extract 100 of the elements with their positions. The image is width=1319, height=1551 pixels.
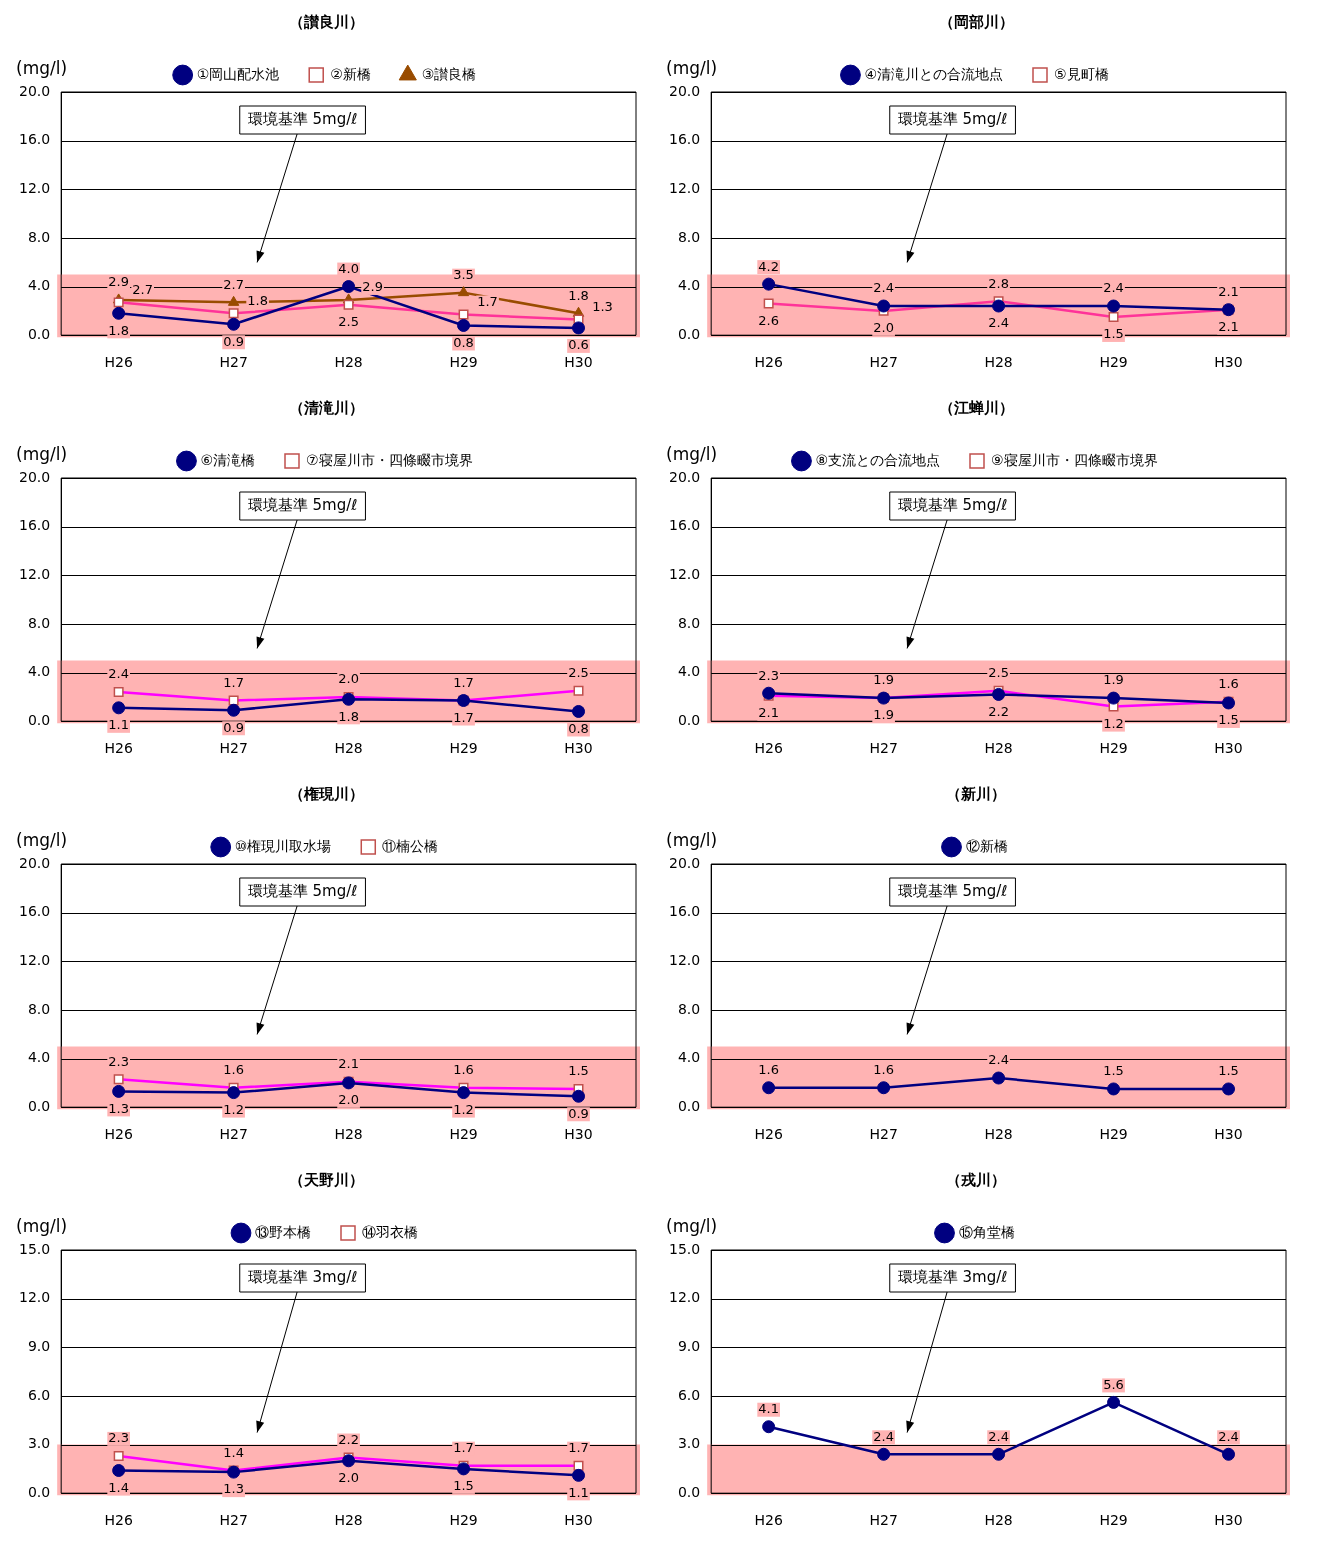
legend-label: ⑫新橋 — [965, 837, 1008, 854]
data-label: 2.9 — [108, 274, 129, 290]
data-label: 2.4 — [988, 1428, 1009, 1444]
x-tick-label: H28 — [984, 1126, 1013, 1143]
x-tick-label: H30 — [1214, 1512, 1243, 1529]
chart-title: （新川） — [946, 784, 1006, 803]
y-tick-label: 16.0 — [19, 903, 51, 920]
legend-label: ⑮角堂橋 — [958, 1223, 1015, 1240]
y-tick-label: 4.0 — [27, 1049, 51, 1066]
x-tick-label: H26 — [754, 740, 783, 757]
data-label: 2.0 — [873, 320, 894, 336]
data-label: 2.4 — [988, 1052, 1009, 1068]
y-tick-label: 20.0 — [19, 82, 51, 99]
annotation: 環境基準 5mg/ℓ — [897, 495, 1008, 514]
data-label: 2.1 — [758, 705, 779, 721]
data-label: 1.8 — [247, 292, 268, 308]
annotation: 環境基準 5mg/ℓ — [897, 109, 1008, 128]
annotation: 環境基準 5mg/ℓ — [247, 881, 358, 900]
legend-label: ②新橋 — [330, 65, 371, 82]
y-tick-label: 15.0 — [19, 1240, 51, 1257]
y-tick-label: 12.0 — [669, 565, 701, 582]
y-tick-label: 0.0 — [677, 1483, 701, 1500]
x-tick-label: H26 — [754, 354, 783, 371]
x-tick-label: H26 — [104, 1126, 133, 1143]
data-label: 1.2 — [223, 1101, 244, 1117]
data-label: 1.7 — [477, 293, 498, 309]
data-label: 1.8 — [338, 708, 359, 724]
data-label: 2.4 — [1218, 1428, 1239, 1444]
x-tick-label: H26 — [754, 1512, 783, 1529]
data-label: 1.5 — [1218, 1063, 1239, 1079]
data-label: 1.5 — [453, 1478, 474, 1494]
y-tick-label: 9.0 — [677, 1337, 701, 1354]
y-tick-label: 16.0 — [669, 517, 701, 534]
y-tick-label: 4.0 — [27, 277, 51, 294]
y-tick-label: 8.0 — [27, 1000, 51, 1017]
chart-title: （清滝川） — [288, 398, 364, 417]
data-label: 2.5 — [338, 314, 359, 330]
data-label: 1.8 — [568, 287, 589, 303]
data-label: 2.5 — [568, 665, 589, 681]
x-tick-label: H27 — [869, 1512, 898, 1529]
legend-label: ①岡山配水池 — [196, 65, 280, 82]
y-tick-label: 20.0 — [669, 82, 701, 99]
x-tick-label: H26 — [104, 1512, 133, 1529]
data-label: 0.6 — [568, 337, 589, 353]
data-label: 1.3 — [592, 298, 613, 314]
x-tick-label: H29 — [1099, 354, 1128, 371]
y-tick-label: 6.0 — [677, 1386, 701, 1403]
x-tick-label: H30 — [564, 354, 593, 371]
y-tick-label: 16.0 — [669, 903, 701, 920]
x-tick-label: H29 — [449, 1512, 478, 1529]
y-tick-label: 12.0 — [19, 179, 51, 196]
y-tick-label: 0.0 — [677, 711, 701, 728]
data-label: 1.7 — [453, 709, 474, 725]
data-label: 2.0 — [338, 671, 359, 687]
x-tick-label: H29 — [449, 1126, 478, 1143]
x-tick-label: H29 — [1099, 1126, 1128, 1143]
data-label: 4.2 — [758, 258, 779, 274]
data-label: 2.6 — [758, 312, 779, 328]
x-tick-label: H26 — [104, 740, 133, 757]
data-label: 0.9 — [568, 1105, 589, 1121]
data-label: 2.5 — [988, 665, 1009, 681]
y-tick-label: 6.0 — [27, 1386, 51, 1403]
chart-title: （権現川） — [288, 784, 364, 803]
data-label: 1.5 — [1103, 1063, 1124, 1079]
y-axis-title: (mg/l) — [666, 443, 718, 464]
data-label: 1.5 — [568, 1063, 589, 1079]
x-tick-label: H27 — [219, 1512, 248, 1529]
data-label: 0.8 — [568, 720, 589, 736]
y-tick-label: 20.0 — [19, 468, 51, 485]
y-axis-title: (mg/l) — [666, 1215, 718, 1236]
x-tick-label: H26 — [754, 1126, 783, 1143]
data-label: 2.4 — [1103, 280, 1124, 296]
chart-title: （讃良川） — [288, 12, 364, 31]
data-label: 1.2 — [453, 1101, 474, 1117]
legend-label: ⑦寝屋川市・四條畷市境界 — [306, 451, 473, 468]
data-label: 1.6 — [873, 1062, 894, 1078]
y-tick-label: 20.0 — [669, 468, 701, 485]
y-tick-label: 4.0 — [677, 1049, 701, 1066]
legend-label: ⑥清滝橋 — [200, 451, 256, 468]
y-tick-label: 3.0 — [27, 1435, 51, 1452]
legend-label: ④清滝川との合流地点 — [864, 65, 1004, 82]
y-tick-label: 0.0 — [27, 711, 51, 728]
data-label: 1.7 — [453, 1440, 474, 1456]
legend-label: ③讃良橋 — [421, 65, 477, 82]
x-tick-label: H28 — [984, 354, 1013, 371]
annotation: 環境基準 3mg/ℓ — [897, 1267, 1008, 1286]
data-label: 2.0 — [338, 1470, 359, 1486]
data-label: 5.6 — [1103, 1376, 1124, 1392]
chart-title: （戎川） — [946, 1170, 1006, 1189]
y-tick-label: 12.0 — [19, 951, 51, 968]
x-tick-label: H27 — [219, 354, 248, 371]
y-tick-label: 20.0 — [669, 854, 701, 871]
data-label: 1.6 — [758, 1062, 779, 1078]
y-tick-label: 12.0 — [669, 951, 701, 968]
y-axis-title: (mg/l) — [666, 57, 718, 78]
y-axis-title: (mg/l) — [16, 829, 68, 850]
data-label: 2.4 — [873, 280, 894, 296]
legend-label: ⑭羽衣橋 — [362, 1223, 418, 1240]
annotation: 環境基準 5mg/ℓ — [897, 881, 1008, 900]
x-tick-label: H29 — [1099, 1512, 1128, 1529]
